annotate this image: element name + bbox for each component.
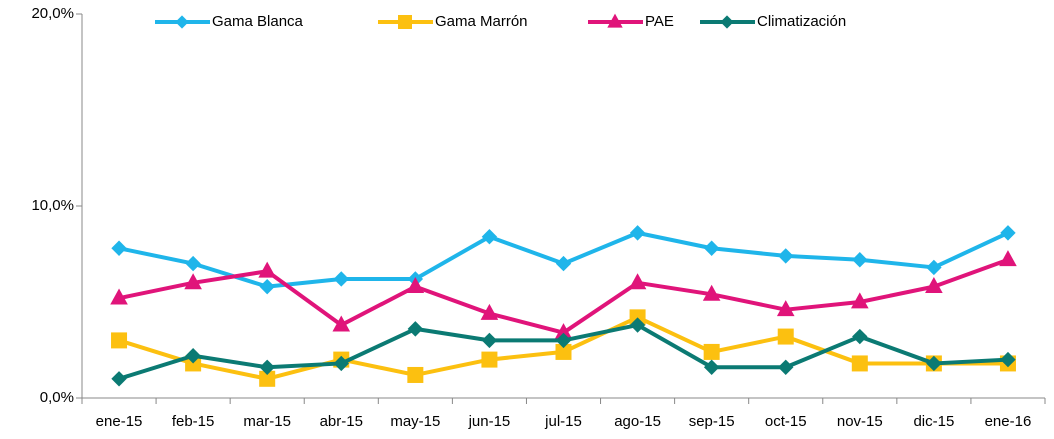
x-tick-label: dic-15 — [913, 413, 954, 430]
x-tick-label: oct-15 — [765, 413, 807, 430]
data-point — [407, 321, 424, 337]
data-point — [702, 284, 721, 301]
legend-marker — [398, 15, 412, 29]
x-tick-label: ene-15 — [96, 413, 143, 430]
data-point — [185, 255, 201, 272]
data-point — [1000, 225, 1016, 241]
data-point — [926, 355, 942, 372]
data-point — [777, 328, 794, 345]
x-tick-label: abr-15 — [320, 413, 363, 430]
legend-marker — [175, 15, 189, 29]
data-point — [703, 359, 720, 375]
data-point — [1000, 351, 1016, 368]
y-tick-label: 0,0% — [40, 389, 74, 406]
data-point — [259, 359, 275, 375]
data-point — [778, 359, 794, 375]
data-point — [259, 278, 275, 295]
y-tick-label: 10,0% — [31, 197, 74, 214]
data-point — [185, 348, 201, 364]
legend-label: PAE — [645, 13, 674, 30]
x-tick-label: sep-15 — [689, 413, 735, 430]
data-point — [111, 240, 127, 256]
legend-marker — [720, 15, 734, 29]
data-point — [481, 229, 498, 245]
data-point — [851, 355, 868, 372]
data-point — [703, 343, 720, 360]
y-tick-label: 20,0% — [31, 5, 74, 22]
data-point — [999, 250, 1017, 267]
data-point — [555, 343, 572, 360]
data-point — [259, 370, 276, 387]
x-tick-label: feb-15 — [172, 413, 215, 430]
x-tick-label: may-15 — [390, 413, 440, 430]
data-point — [480, 303, 499, 320]
data-point — [629, 317, 646, 333]
x-tick-label: jul-15 — [544, 413, 582, 430]
data-point — [481, 351, 498, 368]
x-tick-label: ago-15 — [614, 413, 661, 430]
data-point — [554, 323, 573, 340]
data-point — [333, 355, 349, 372]
data-point — [628, 273, 647, 290]
data-point — [703, 240, 720, 256]
data-point — [111, 371, 127, 387]
data-point — [926, 259, 942, 276]
data-point — [333, 271, 349, 287]
x-tick-label: jun-15 — [468, 413, 511, 430]
legend-label: Climatización — [757, 13, 846, 30]
data-point — [629, 225, 646, 241]
legend-label: Gama Marrón — [435, 13, 528, 30]
data-point — [852, 328, 868, 345]
data-point — [258, 261, 276, 278]
x-tick-label: nov-15 — [837, 413, 883, 430]
data-point — [110, 288, 128, 305]
data-point — [925, 277, 943, 294]
data-point — [852, 252, 868, 268]
data-point — [555, 332, 572, 349]
data-point — [555, 255, 572, 272]
data-point — [332, 315, 351, 332]
data-point — [481, 332, 498, 349]
x-tick-label: mar-15 — [243, 413, 291, 430]
legend-label: Gama Blanca — [212, 13, 304, 30]
data-point — [778, 248, 794, 264]
data-point — [776, 300, 795, 317]
data-point — [184, 273, 202, 290]
data-point — [407, 366, 424, 383]
data-point — [851, 292, 869, 309]
x-tick-label: ene-16 — [985, 413, 1032, 430]
legend-marker — [607, 13, 623, 28]
data-point — [406, 277, 425, 294]
data-point — [111, 332, 128, 349]
